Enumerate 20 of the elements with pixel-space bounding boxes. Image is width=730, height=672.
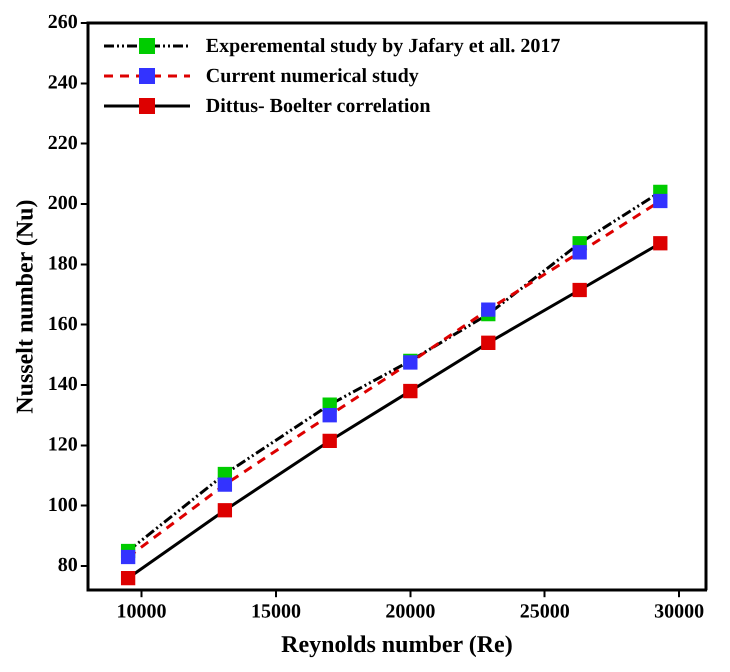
y-tick-label: 220 (48, 132, 78, 154)
x-tick-label: 10000 (116, 600, 167, 622)
y-tick-label: 140 (48, 373, 78, 396)
x-axis-title: Reynolds number (Re) (281, 632, 513, 658)
x-tick-label: 25000 (520, 600, 570, 622)
y-tick-label: 200 (48, 192, 78, 214)
y-tick-label: 240 (48, 72, 78, 94)
y-tick-label: 120 (48, 434, 78, 456)
y-tick-label: 180 (48, 252, 78, 275)
y-tick-label: 100 (48, 494, 78, 516)
legend-label: Current numerical study (206, 64, 419, 88)
x-tick-label: 15000 (250, 600, 301, 622)
legend-label: Dittus- Boelter correlation (206, 94, 431, 118)
y-tick-label: 260 (48, 11, 78, 34)
y-tick-label: 160 (48, 312, 78, 335)
y-axis-title: Nusselt number (Nu) (12, 199, 39, 414)
legend-label: Experemental study by Jafary et all. 2017 (206, 34, 560, 58)
x-tick-label: 30000 (654, 600, 704, 622)
x-tick-label: 20000 (385, 600, 436, 622)
y-tick-label: 80 (58, 554, 78, 576)
